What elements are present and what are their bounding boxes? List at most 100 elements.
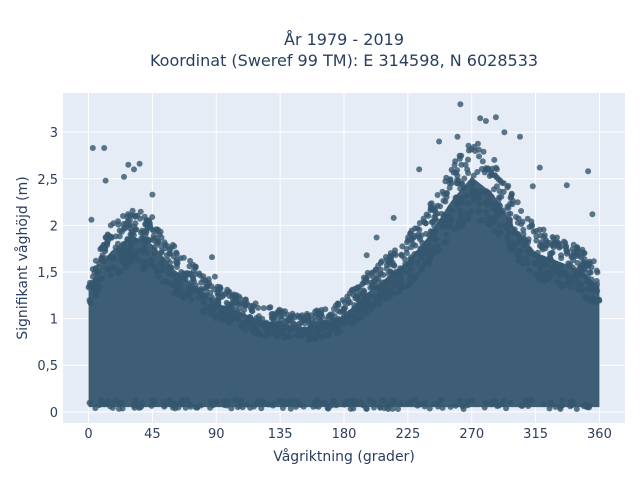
data-point <box>470 196 477 203</box>
data-point <box>418 266 425 272</box>
data-point <box>340 308 346 315</box>
data-point <box>94 287 101 294</box>
data-point <box>460 184 467 191</box>
data-point <box>557 243 564 250</box>
data-point <box>541 262 548 269</box>
data-point <box>379 291 386 298</box>
data-point <box>519 402 526 409</box>
data-point <box>141 259 148 266</box>
data-point <box>503 405 510 412</box>
data-point <box>407 266 414 273</box>
data-point <box>116 233 123 240</box>
data-point <box>203 291 210 298</box>
data-point <box>308 322 315 329</box>
data-point <box>380 279 386 286</box>
data-point <box>493 166 500 173</box>
data-point <box>457 397 463 404</box>
data-point <box>434 192 441 198</box>
data-point <box>469 397 476 404</box>
data-point <box>531 260 538 267</box>
data-point <box>491 156 498 163</box>
data-point <box>456 198 463 204</box>
data-point <box>429 228 436 235</box>
data-point <box>170 272 177 279</box>
data-point <box>120 213 126 219</box>
outlier-point <box>131 166 137 173</box>
data-point <box>260 305 267 312</box>
outlier-point <box>482 118 489 124</box>
data-point <box>465 213 472 220</box>
data-point <box>201 306 208 313</box>
data-point <box>137 215 144 222</box>
data-point <box>278 313 285 320</box>
data-point <box>184 397 191 403</box>
data-point <box>387 268 394 275</box>
data-point <box>282 318 289 325</box>
data-point <box>158 260 165 267</box>
data-point <box>129 230 136 237</box>
data-point <box>196 270 203 277</box>
data-point <box>127 243 134 250</box>
data-point <box>229 300 236 307</box>
data-point <box>498 193 505 200</box>
data-point <box>351 302 358 309</box>
data-point <box>118 268 125 274</box>
data-point <box>229 292 235 299</box>
data-point <box>557 404 564 410</box>
data-point <box>383 265 390 272</box>
data-point <box>117 247 124 254</box>
data-point <box>507 210 514 217</box>
outlier-point <box>529 183 536 190</box>
data-point <box>146 219 153 226</box>
data-point <box>148 256 155 263</box>
data-point <box>347 309 354 316</box>
data-point <box>327 311 334 318</box>
data-point <box>480 148 487 155</box>
data-point <box>506 216 512 223</box>
data-point <box>458 211 464 218</box>
data-point <box>302 328 309 335</box>
data-point <box>407 256 414 263</box>
outlier-point <box>416 166 423 173</box>
data-point <box>558 252 565 259</box>
y-tick-label: 2,5 <box>37 173 58 188</box>
data-point <box>399 243 406 250</box>
data-point <box>494 211 501 218</box>
data-point <box>404 239 411 246</box>
data-point <box>561 281 568 288</box>
data-point <box>325 329 332 336</box>
data-point <box>325 405 332 412</box>
data-point <box>377 404 384 411</box>
data-point <box>555 265 562 272</box>
data-point <box>483 208 490 215</box>
data-point <box>197 402 204 409</box>
data-point <box>573 406 580 412</box>
data-point <box>190 275 197 282</box>
data-point <box>525 403 532 409</box>
data-point <box>408 237 415 244</box>
data-point <box>104 231 111 238</box>
y-tick-label: 2 <box>50 219 58 234</box>
data-point <box>397 274 404 281</box>
data-point <box>175 404 182 411</box>
data-point <box>214 296 221 303</box>
data-point <box>248 307 255 314</box>
data-point <box>297 401 304 408</box>
data-point <box>293 332 300 339</box>
data-point <box>525 239 532 246</box>
data-point <box>273 333 280 340</box>
data-point <box>545 271 552 278</box>
data-point <box>507 194 514 201</box>
data-point <box>272 326 279 333</box>
data-point <box>587 284 594 291</box>
data-point <box>115 218 121 225</box>
data-point <box>150 228 157 234</box>
data-point <box>167 397 173 404</box>
data-point <box>546 256 553 263</box>
data-point <box>282 333 289 340</box>
data-point <box>370 279 377 286</box>
data-point <box>574 259 581 266</box>
data-point <box>552 260 559 267</box>
data-point <box>484 213 491 220</box>
x-axis-label: Vågriktning (grader) <box>273 448 415 465</box>
